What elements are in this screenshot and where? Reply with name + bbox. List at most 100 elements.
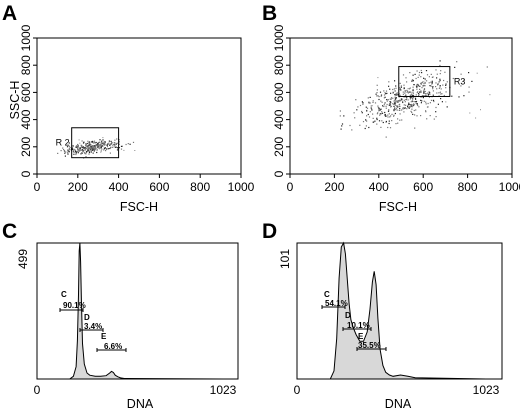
panel-b-point (402, 108, 404, 110)
panel-b-point (469, 112, 471, 114)
panel-b-point (418, 93, 420, 95)
panel-b-point (379, 114, 381, 116)
panel-b-point (424, 95, 427, 97)
panel-a-point (80, 149, 82, 151)
panel-b-point (408, 103, 410, 106)
panel-a-point (67, 150, 69, 152)
panel-b-point (431, 83, 433, 85)
panel-b-point (395, 87, 397, 89)
panel-b-point (428, 91, 430, 93)
panel-b-point (364, 127, 366, 130)
panel-b-point (413, 84, 415, 86)
panel-a-point (91, 145, 93, 147)
panel-b-point (413, 109, 415, 112)
panel-b-point (417, 85, 419, 87)
panel-b-point (425, 93, 427, 95)
panel-b-point (371, 109, 373, 111)
panel-a-point (82, 150, 84, 152)
panel-a-point (90, 146, 92, 148)
panel-b-point (392, 91, 394, 93)
panel-b-point (387, 114, 389, 116)
panel-a-point (78, 139, 80, 141)
panel-b-point (377, 105, 379, 107)
panel-a-point (101, 145, 103, 147)
panel-b-point (403, 104, 405, 106)
panel-b-point (392, 103, 394, 105)
panel-b-point (371, 108, 373, 110)
panel-b-point (445, 101, 447, 103)
panel-b-point (440, 98, 442, 100)
panel-b-point (409, 87, 411, 89)
panel-b-point (385, 120, 387, 123)
panel-b-point (429, 102, 431, 104)
panel-c: C 499 C 90.1% D3.4%E6.6% 0 1023 DNA (2, 220, 239, 411)
panel-b-point (418, 95, 420, 97)
panel-b-point (427, 94, 429, 96)
panel-a-point (68, 142, 70, 144)
panel-b-point (395, 107, 398, 109)
panel-b-point (432, 88, 434, 90)
panel-a-ytick-label: 800 (19, 55, 33, 75)
panel-b-xtick-label: 200 (324, 180, 344, 194)
panel-b-point (416, 103, 418, 105)
panel-a-point (85, 156, 87, 158)
panel-d-peak-letter: D (345, 311, 351, 320)
panel-d-xtick-0: 0 (294, 383, 301, 397)
panel-a-point (110, 143, 112, 145)
panel-a-point (101, 140, 103, 142)
panel-b-point (436, 92, 438, 94)
panel-a-point (72, 150, 75, 152)
panel-b-point (388, 122, 390, 125)
panel-b-point (440, 70, 442, 72)
panel-a-point (77, 144, 79, 146)
panel-b-point (415, 94, 417, 96)
panel-b-point (412, 95, 415, 97)
panel-a-point (120, 148, 123, 150)
panel-b-point (423, 91, 425, 93)
panel-b-point (431, 76, 433, 78)
panel-b-point (429, 85, 431, 87)
panel-b-point (371, 105, 373, 107)
panel-a-xtick-label: 200 (68, 180, 88, 194)
panel-b-point (385, 93, 387, 95)
panel-c-xtick-0: 0 (34, 383, 41, 397)
panel-letter-d: D (262, 220, 277, 243)
panel-b-y-ticks: 0 200 400 600 800 1000 (272, 24, 290, 177)
panel-b-point (390, 105, 392, 107)
panel-b-point (430, 73, 432, 75)
panel-a-ytick-label: 400 (19, 109, 33, 129)
panel-b-point (424, 85, 426, 87)
panel-a-point (99, 139, 101, 141)
panel-b-point (404, 101, 406, 103)
panel-b-point (384, 96, 386, 98)
panel-b-point (395, 85, 397, 87)
panel-a-point (116, 142, 118, 144)
panel-a-point (113, 146, 115, 148)
panel-b-point (415, 98, 417, 100)
panel-a-point (115, 143, 117, 145)
panel-c-peak-letter: C (61, 290, 67, 299)
panel-b-gate-r3 (398, 66, 451, 97)
panel-a-point (90, 148, 92, 150)
panel-a-point (107, 143, 109, 145)
panel-b-point (425, 111, 427, 113)
panel-b-point (389, 104, 391, 106)
panel-a-point (102, 137, 104, 139)
panel-b-point (400, 89, 402, 91)
panel-b-point (433, 100, 435, 103)
panel-b-point (387, 116, 389, 118)
panel-a-point (90, 144, 92, 146)
panel-a-point (93, 148, 95, 151)
panel-a-point (72, 145, 74, 147)
panel-a-point (83, 141, 85, 143)
panel-b-point (429, 92, 431, 94)
panel-b-point (456, 61, 458, 63)
panel-b-point (393, 103, 395, 105)
panel-b-point (412, 93, 414, 95)
panel-c-plot-frame (36, 242, 239, 380)
panel-a-point (84, 146, 86, 148)
panel-a-point (77, 145, 79, 147)
panel-b-point (357, 106, 359, 108)
panel-b-point (395, 123, 397, 125)
